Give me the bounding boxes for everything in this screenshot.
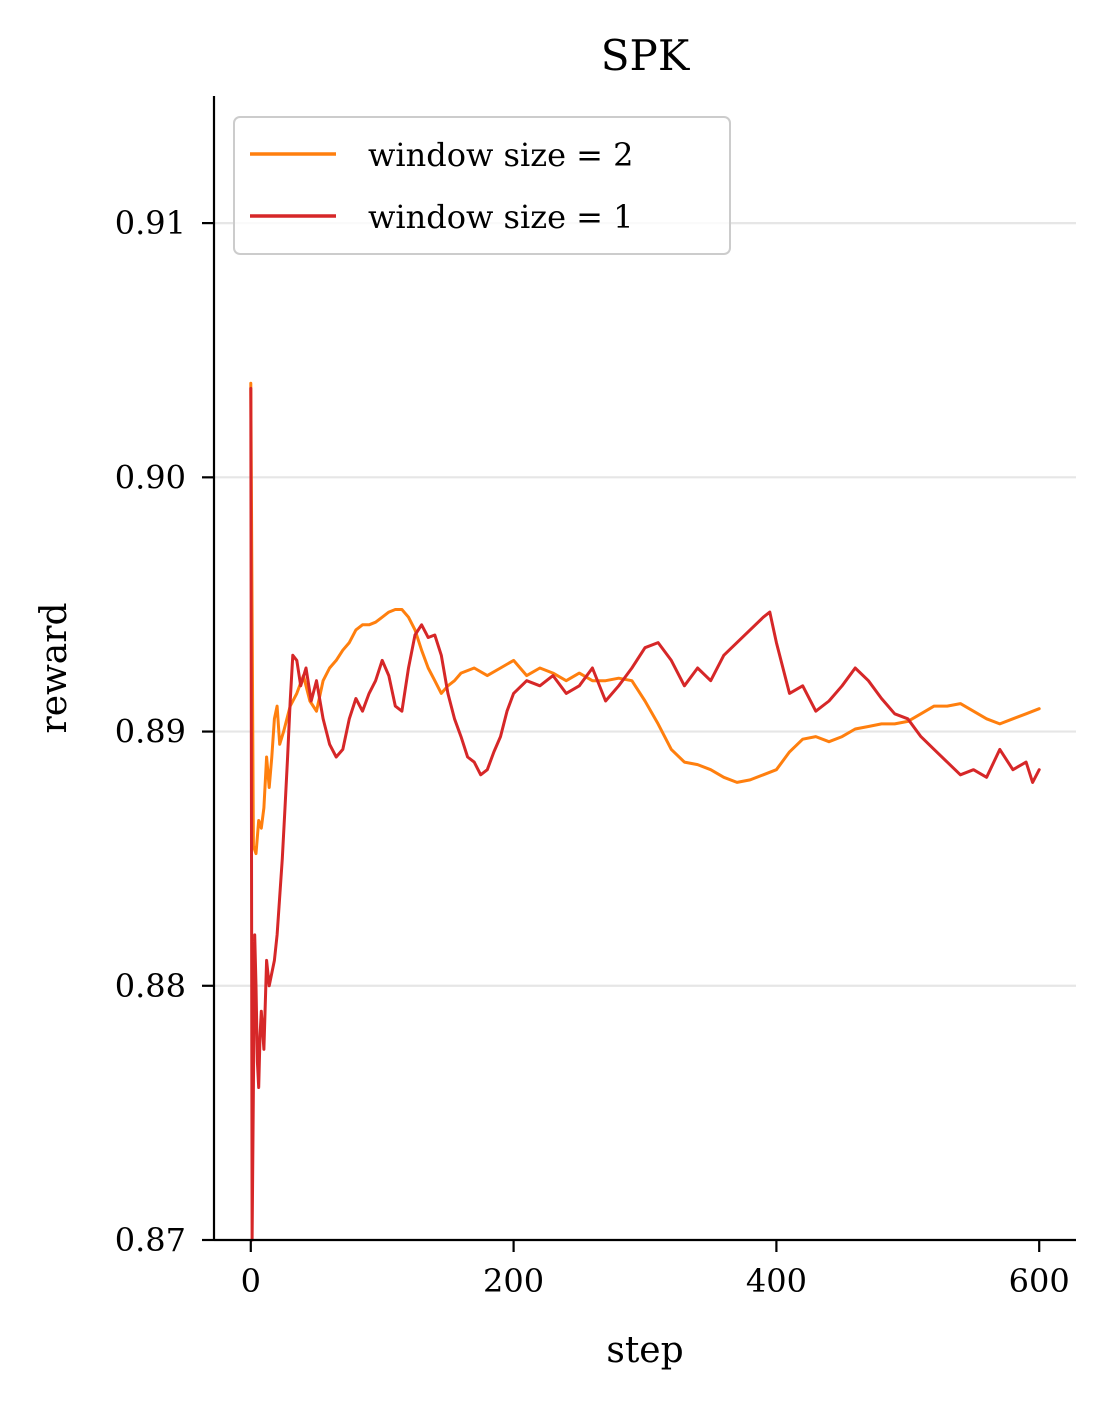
y-tick-label-0: 0.87 [115, 1221, 186, 1259]
ticks: 0.87 0.88 0.89 0.90 0.91 0 200 400 600 [115, 204, 1070, 1300]
series-lines [249, 381, 1041, 1242]
y-tick-label-2: 0.89 [115, 713, 186, 751]
legend-label-2: window size = 1 [368, 198, 634, 236]
y-tick-label-1: 0.88 [115, 967, 186, 1005]
legend-box [233, 116, 731, 255]
legend: window size = 2 window size = 1 [233, 116, 731, 255]
series-line-1 [249, 381, 1041, 856]
x-tick-label-0: 0 [241, 1262, 261, 1300]
x-tick-label-3: 600 [1009, 1262, 1070, 1300]
legend-label-1: window size = 2 [368, 136, 634, 174]
gridlines [214, 222, 1076, 987]
x-tick-label-2: 400 [746, 1262, 807, 1300]
x-axis-label: step [606, 1330, 683, 1371]
y-axis-label: reward [34, 602, 75, 733]
y-tick-label-4: 0.91 [115, 204, 186, 242]
chart-title: SPK [601, 31, 691, 80]
y-tick-label-3: 0.90 [115, 458, 186, 496]
series-line-2 [249, 386, 1041, 1242]
axes [212, 96, 1076, 1242]
x-tick-label-1: 200 [483, 1262, 544, 1300]
